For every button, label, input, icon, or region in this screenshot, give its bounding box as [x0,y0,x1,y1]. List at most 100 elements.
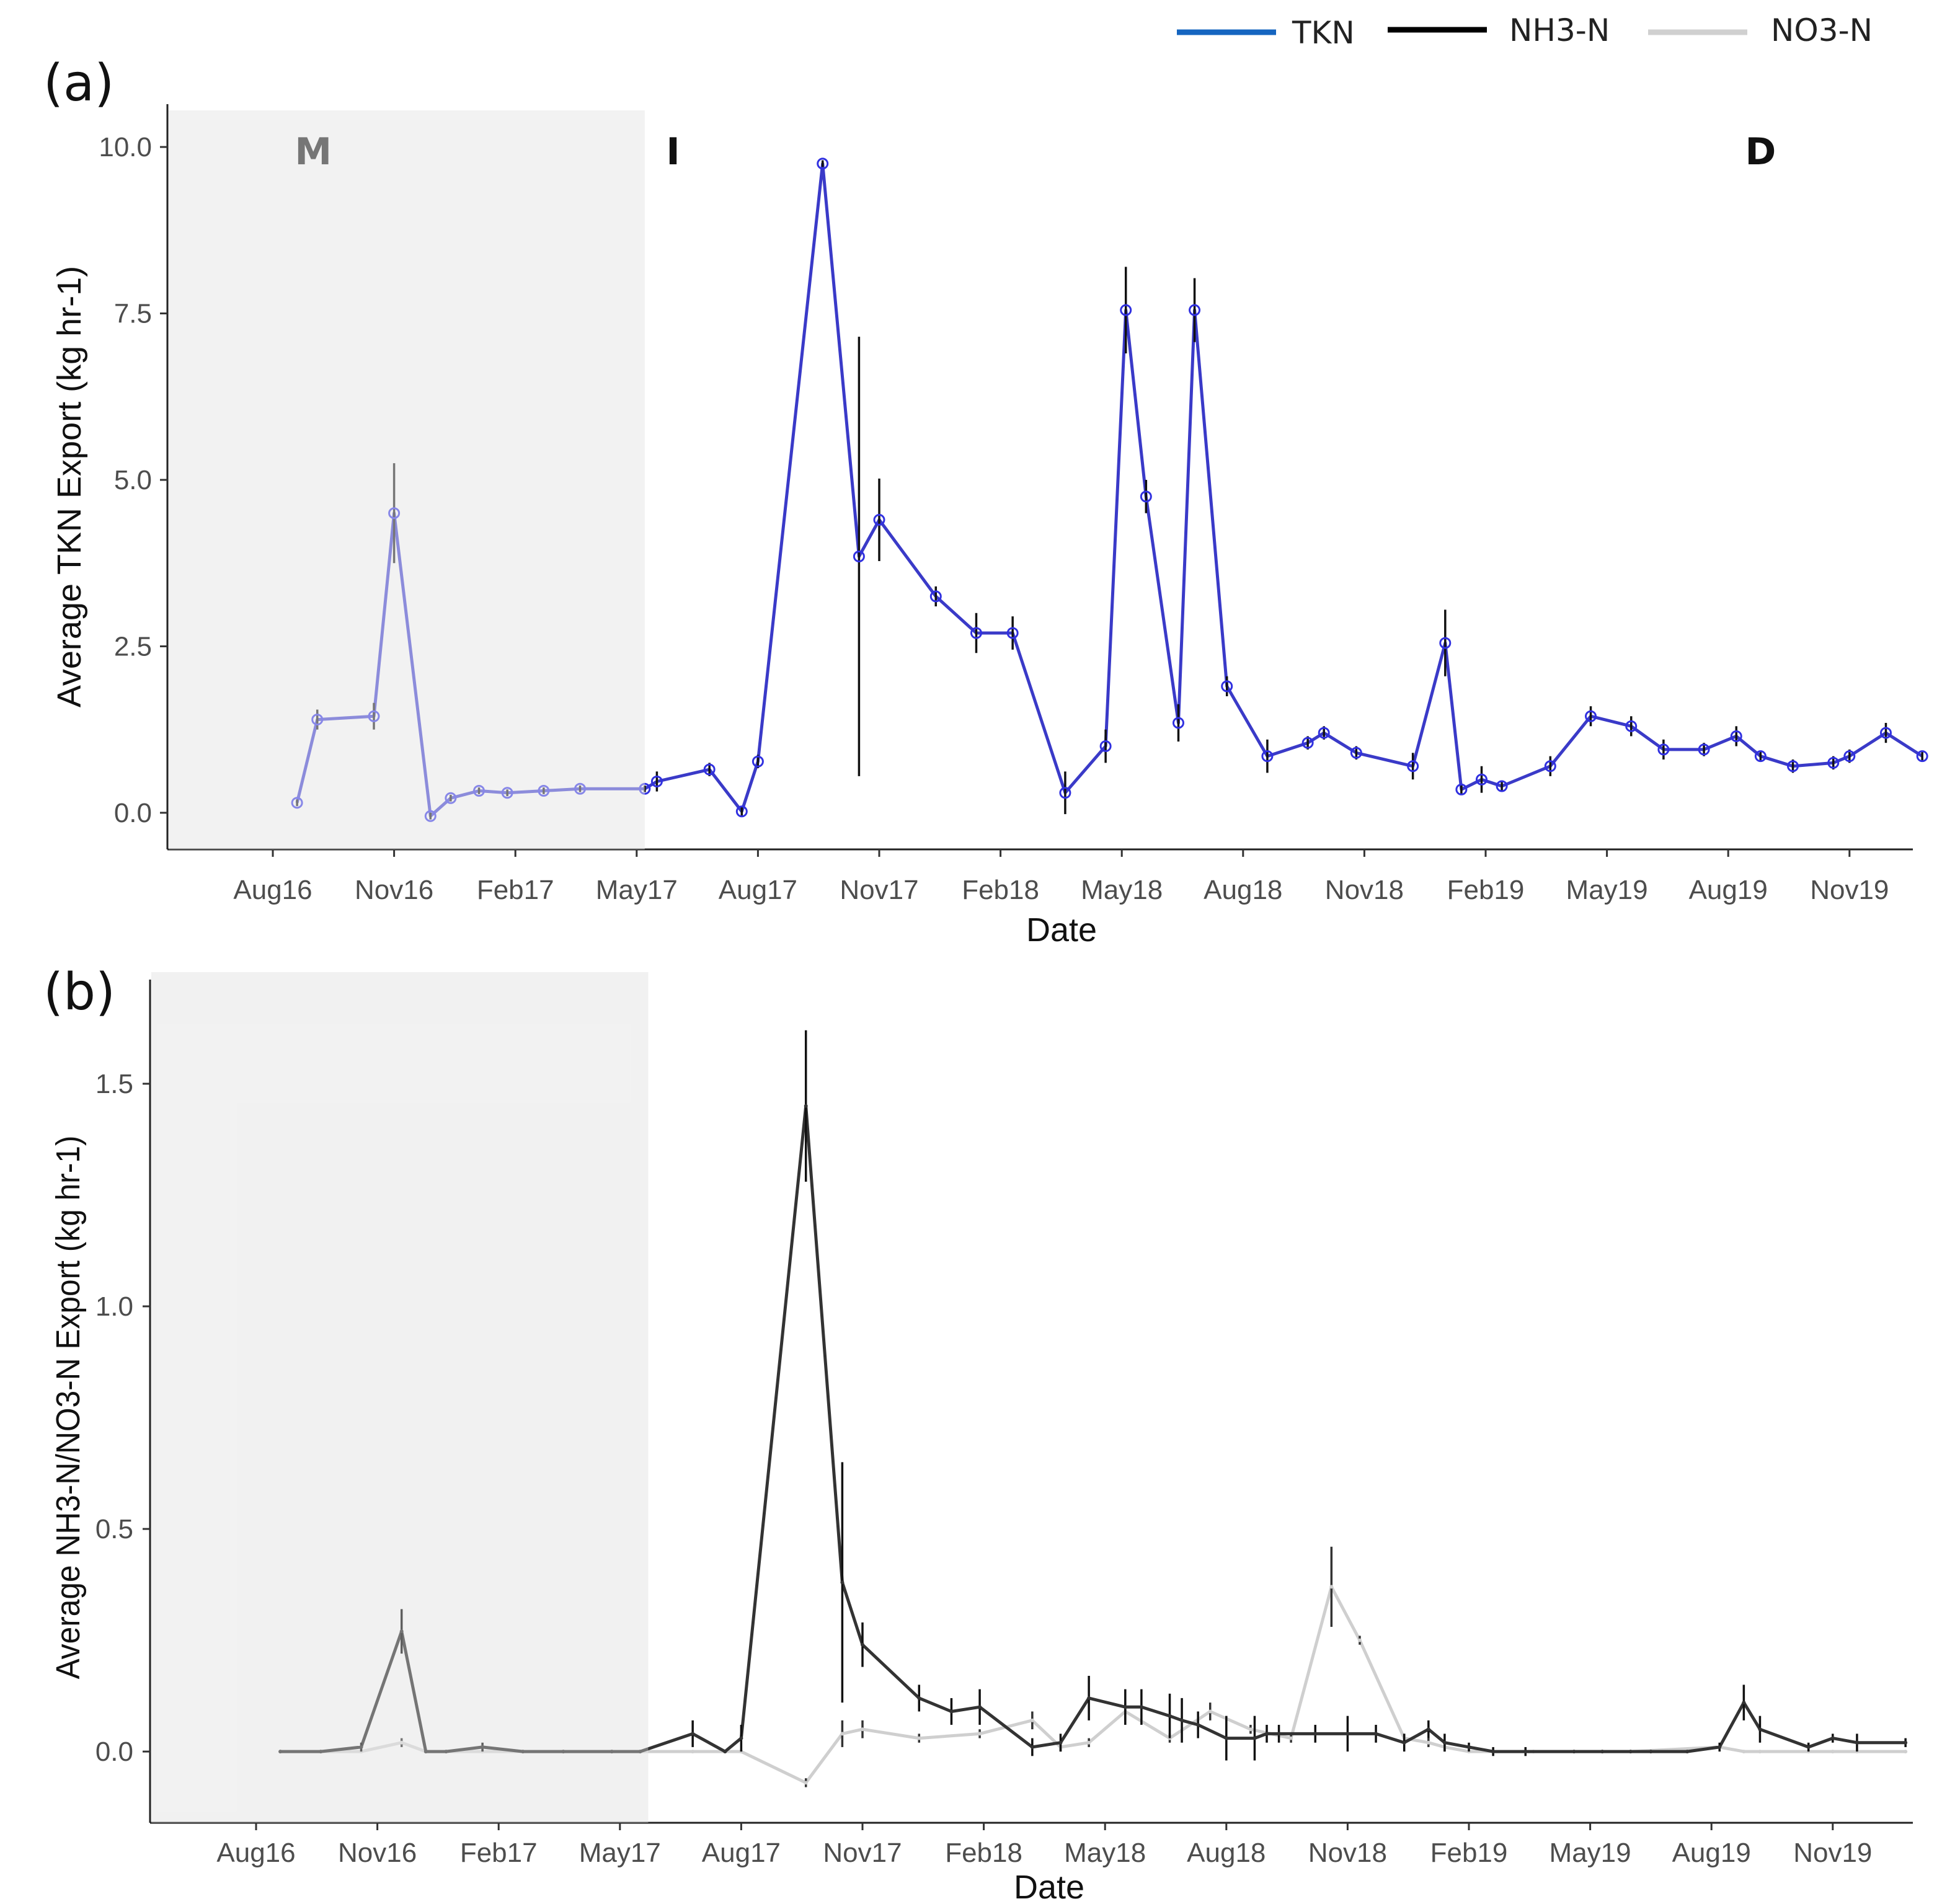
data-point [481,1745,485,1749]
data-point [1730,730,1742,742]
data-point [1221,680,1233,693]
x-tick-label: Nov19 [1810,875,1889,905]
data-point [691,1732,695,1736]
data-point [917,1736,921,1740]
panel-b: (b) 0.0 0.5 1.0 1.5 Aug16 Nov16 Feb17 May17 Aug1… [43,963,1913,1904]
data-point [1649,1750,1653,1754]
data-point [1030,1718,1034,1722]
x-tick-label: Aug16 [233,875,312,905]
panel-b-y-axis-title: Average NH3-N/NO3-N Export (kg hr-1) [49,1136,86,1680]
data-point [473,784,486,797]
data-point [1120,304,1132,316]
data-point [311,714,324,726]
data-point [929,590,942,603]
x-tick-label: Feb19 [1430,1838,1508,1868]
data-point [703,763,716,776]
data-point [1442,1740,1447,1745]
data-point [840,1580,845,1585]
panel-a-x-axis-title: Date [1026,911,1097,949]
data-point [501,787,513,799]
panel-a-label: (a) [43,54,114,113]
shaded-region-overlay [169,110,645,849]
data-point [278,1750,283,1754]
data-point [1140,490,1152,503]
data-point [978,1705,982,1709]
data-point [1758,1750,1762,1754]
data-point [1261,750,1274,763]
data-point [1087,1740,1091,1745]
data-point [1059,787,1071,799]
data-point [1189,304,1201,316]
data-point [735,805,748,818]
shaded-region [151,972,649,1823]
data-point [1625,720,1638,732]
data-point [538,784,550,797]
data-point [1806,1745,1811,1749]
data-point [1600,1750,1605,1754]
data-point [388,507,401,520]
data-point [1318,727,1330,739]
data-point [752,755,764,768]
data-point [1657,743,1670,756]
data-point [949,1709,954,1714]
data-point [1475,773,1488,786]
data-point [1265,1732,1269,1736]
data-point [1830,1750,1835,1754]
data-point [1329,1585,1334,1589]
x-tick-label: Aug17 [719,875,797,905]
data-point [1357,1638,1362,1642]
y-tick-label: 7.5 [114,299,152,329]
phase-label: I [666,130,680,174]
data-point [1402,1740,1406,1745]
data-point [1572,1750,1576,1754]
data-point [1350,746,1362,759]
legend-label-tkn: TKN [1292,15,1355,51]
x-tick-label: Aug19 [1689,875,1768,905]
data-point [444,1750,448,1754]
data-point [853,550,865,562]
x-tick-label: May18 [1064,1838,1146,1868]
data-point [423,1750,428,1754]
x-tick-label: Nov17 [823,1838,902,1868]
data-point [1248,1727,1253,1732]
x-tick-label: May18 [1081,875,1163,905]
legend-label-no3: NO3-N [1771,12,1873,48]
data-point [1123,1705,1127,1709]
data-point [1742,1701,1746,1705]
data-point [1426,1740,1430,1745]
data-point [638,1750,642,1754]
data-point [1742,1750,1746,1754]
panel-a-y-axis-title: Average TKN Export (kg hr-1) [51,266,88,707]
data-point [424,810,437,822]
data-point [1407,760,1419,773]
data-point [917,1696,921,1700]
x-tick-label: Nov18 [1308,1838,1387,1868]
data-point [359,1745,363,1749]
data-point [1904,1740,1908,1745]
data-point [723,1750,727,1754]
panel-b-x-axis-title: Date [1014,1869,1084,1904]
data-point [1491,1750,1496,1754]
data-point [873,513,885,526]
data-point [1139,1705,1143,1709]
data-point [1754,750,1767,763]
data-point [574,782,587,795]
data-point [861,1727,864,1732]
data-point [1313,1732,1318,1736]
series-tkn [291,157,1928,822]
data-point [978,1732,982,1736]
data-point [1758,1727,1762,1732]
data-point [1879,727,1892,739]
data-point [291,797,303,809]
data-point [804,1104,808,1108]
data-point [1830,1736,1835,1740]
data-point [739,1736,743,1740]
x-tick-label: May17 [579,1838,661,1868]
data-point [1496,780,1508,792]
data-point [1277,1732,1281,1736]
y-tick-label: 0.5 [95,1514,133,1544]
data-point [691,1750,695,1754]
data-point [445,792,457,804]
data-point [1374,1732,1378,1736]
data-point [1224,1736,1228,1740]
